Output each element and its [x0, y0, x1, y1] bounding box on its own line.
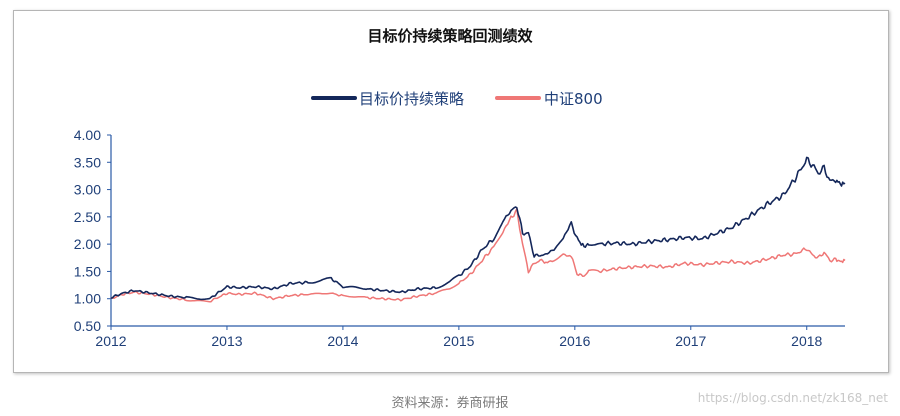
x-tick-label: 2014 — [327, 333, 358, 349]
series-line-0 — [110, 156, 846, 301]
y-tick-label: 4.00 — [74, 127, 101, 143]
series-layer — [110, 156, 846, 303]
x-tick-label: 2017 — [675, 333, 706, 349]
chart-legend: 目标价持续策略 中证800 — [311, 90, 603, 108]
y-tick-label: 0.50 — [74, 318, 101, 334]
y-tick-label: 3.50 — [74, 154, 101, 170]
y-tick-label: 2.50 — [74, 209, 101, 225]
series-line-1 — [110, 208, 846, 303]
legend-label-0: 目标价持续策略 — [359, 90, 464, 108]
x-tick-label: 2012 — [95, 333, 126, 349]
chart-frame — [13, 10, 889, 373]
legend-label-1: 中证800 — [544, 90, 603, 108]
chart-title: 目标价持续策略回测绩效 — [367, 27, 533, 45]
watermark: https://blog.csdn.net/zk168_net — [697, 391, 888, 405]
y-tick-label: 3.00 — [74, 182, 101, 198]
x-tick-label: 2018 — [791, 333, 822, 349]
y-tick-label: 1.00 — [74, 291, 101, 307]
y-tick-label: 2.00 — [74, 236, 101, 252]
x-tick-label: 2015 — [443, 333, 474, 349]
source-note: 资料来源：券商研报 — [391, 396, 509, 411]
y-tick-label: 1.50 — [74, 263, 101, 279]
x-tick-label: 2013 — [211, 333, 242, 349]
x-tick-label: 2016 — [559, 333, 590, 349]
